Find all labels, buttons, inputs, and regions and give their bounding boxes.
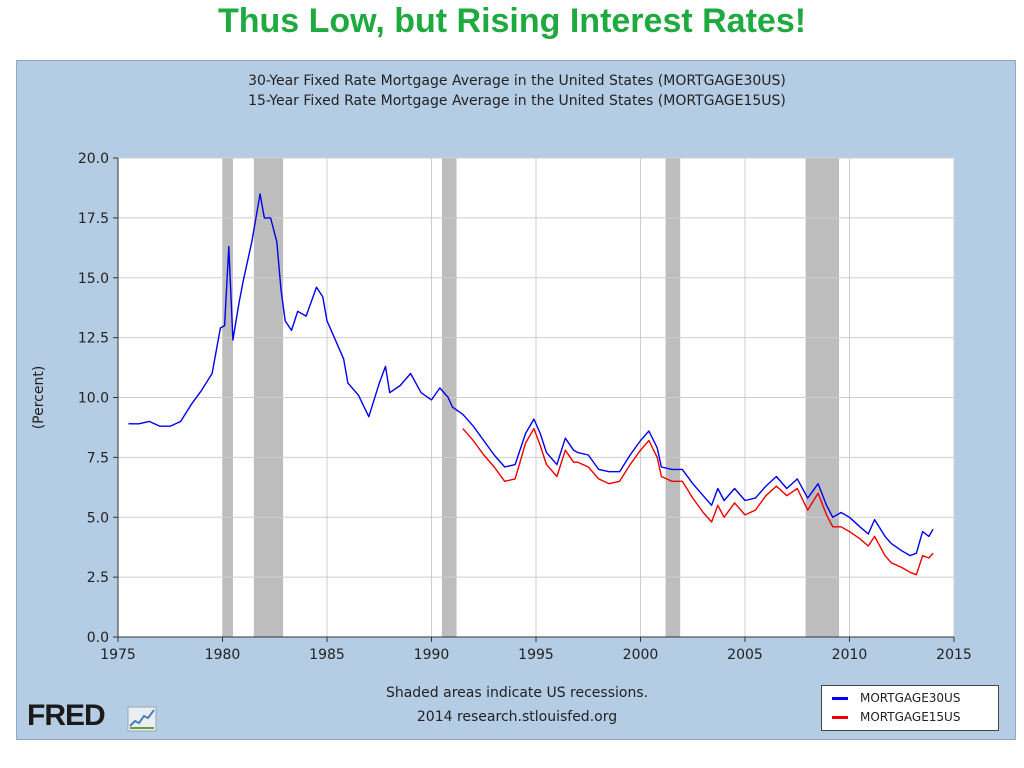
y-tick-label: 10.0 (78, 391, 109, 407)
footer-source: 2014 research.stlouisfed.org (416, 709, 618, 725)
legend-swatch (832, 696, 848, 700)
x-tick-label: 2015 (936, 647, 972, 663)
legend-label: MORTGAGE15US (860, 710, 961, 724)
legend-item: MORTGAGE30US (832, 689, 960, 707)
x-tick-label: 2005 (727, 647, 763, 663)
y-tick-label: 7.5 (87, 450, 109, 466)
legend-item: MORTGAGE15US (832, 708, 960, 726)
legend-label: MORTGAGE30US (860, 691, 961, 705)
fred-logo: FRED (27, 699, 106, 732)
y-tick-label: 17.5 (78, 211, 109, 227)
y-tick-label: 0.0 (87, 630, 109, 646)
footer-recession-note: Shaded areas indicate US recessions. (385, 685, 649, 701)
x-tick-label: 1980 (205, 647, 241, 663)
slide-title: Thus Low, but Rising Interest Rates! (217, 2, 807, 40)
legend-swatch (832, 715, 848, 719)
legend: MORTGAGE30US MORTGAGE15US (821, 685, 999, 731)
chart-title-line-1: 30-Year Fixed Rate Mortgage Average in t… (248, 73, 786, 89)
x-tick-label: 2000 (623, 647, 659, 663)
series-line-mortgage30us (128, 193, 934, 557)
y-axis-label: (Percent) (31, 366, 47, 430)
y-tick-label: 20.0 (78, 151, 109, 167)
y-tick-label: 2.5 (87, 570, 109, 586)
chart-panel: 30-Year Fixed Rate Mortgage Average in t… (16, 60, 1016, 740)
y-tick-label: 15.0 (78, 271, 109, 287)
y-tick-label: 12.5 (78, 331, 109, 347)
x-tick-label: 1990 (414, 647, 450, 663)
x-tick-label: 1995 (518, 647, 554, 663)
series-line-mortgage15us (462, 427, 934, 576)
x-tick-label: 1975 (100, 647, 136, 663)
x-tick-label: 1985 (309, 647, 345, 663)
chart-title-line-2: 15-Year Fixed Rate Mortgage Average in t… (248, 93, 786, 109)
chart-plot: 0.0 2.5 5.0 7.5 10.0 12.5 15.0 17.5 20.0 1975 1980… (31, 151, 972, 663)
fred-chart-icon (127, 706, 157, 732)
y-tick-label: 5.0 (87, 510, 109, 526)
x-tick-label: 2010 (832, 647, 868, 663)
